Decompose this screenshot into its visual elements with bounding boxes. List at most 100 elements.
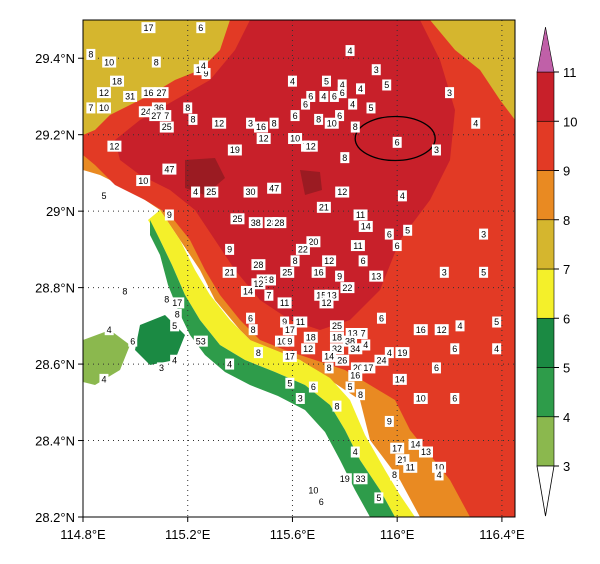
svg-text:12: 12: [321, 298, 331, 308]
svg-text:6: 6: [452, 344, 457, 354]
svg-text:17: 17: [392, 443, 402, 453]
svg-text:8: 8: [88, 50, 93, 60]
station-label: 6: [450, 392, 460, 404]
y-tick-label: 29.4°N: [35, 51, 75, 66]
station-label: 17: [390, 442, 405, 454]
svg-text:17: 17: [172, 298, 182, 308]
svg-text:25: 25: [282, 268, 292, 278]
station-label: 16: [141, 87, 156, 99]
y-tick-label: 28.8°N: [35, 281, 75, 296]
svg-text:5: 5: [101, 191, 106, 201]
station-label: 4: [384, 347, 394, 359]
station-label: 12: [319, 297, 334, 309]
station-label: 6: [431, 362, 441, 374]
contour-maroon-2: [300, 170, 322, 195]
station-label: 8: [390, 469, 400, 481]
station-label: 10: [102, 56, 117, 68]
station-label: 33: [353, 473, 368, 485]
svg-text:12: 12: [324, 256, 334, 266]
svg-text:6: 6: [293, 111, 298, 121]
svg-text:12: 12: [259, 134, 269, 144]
station-label: 4: [350, 446, 360, 458]
svg-text:30: 30: [246, 187, 256, 197]
station-label: 5: [403, 224, 413, 236]
svg-text:28: 28: [267, 218, 277, 228]
colorbar-segment: [536, 71, 555, 122]
svg-text:8: 8: [185, 103, 190, 113]
station-label: 4: [434, 469, 444, 481]
svg-text:5: 5: [494, 317, 499, 327]
svg-text:11: 11: [406, 463, 415, 473]
svg-text:5: 5: [348, 382, 353, 392]
svg-text:12: 12: [109, 141, 119, 151]
svg-text:6: 6: [395, 241, 400, 251]
svg-text:6: 6: [452, 394, 457, 404]
station-label: 12: [107, 140, 122, 152]
svg-text:9: 9: [337, 271, 342, 281]
station-label: 8: [188, 113, 198, 125]
svg-text:6: 6: [319, 497, 324, 507]
station-label: 8: [267, 274, 277, 286]
contour-maroon: [185, 158, 225, 195]
svg-text:53: 53: [196, 336, 206, 346]
station-label: 5: [366, 102, 376, 114]
station-label: 4: [198, 60, 208, 72]
station-label: 6: [337, 87, 347, 99]
svg-text:13: 13: [421, 447, 431, 457]
station-label: 28: [264, 217, 279, 229]
station-label: 4: [397, 190, 407, 202]
svg-text:4: 4: [387, 348, 392, 358]
svg-text:4: 4: [400, 191, 405, 201]
station-label: 14: [240, 285, 255, 297]
station-label: 6: [306, 90, 316, 102]
svg-text:31: 31: [125, 92, 135, 102]
svg-text:14: 14: [395, 375, 405, 385]
station-label: 25: [329, 320, 344, 332]
svg-text:4: 4: [107, 325, 112, 335]
svg-text:38: 38: [345, 336, 355, 346]
svg-text:26: 26: [337, 355, 347, 365]
colorbar-top-arrow: [536, 26, 555, 73]
svg-text:6: 6: [395, 138, 400, 148]
station-label: 17: [282, 324, 297, 336]
colorbar-label: 6: [563, 311, 570, 326]
station-label: 8: [314, 113, 324, 125]
svg-text:3: 3: [374, 65, 379, 75]
plot-frame: [82, 19, 516, 518]
svg-text:47: 47: [269, 183, 279, 193]
svg-text:12: 12: [253, 279, 263, 289]
svg-text:28: 28: [253, 260, 263, 270]
station-label: 3: [439, 266, 449, 278]
station-label: 9: [384, 415, 394, 427]
station-label: 16: [254, 121, 269, 133]
station-label: 8: [350, 121, 360, 133]
station-label: 18: [329, 331, 344, 343]
station-label: 6: [316, 496, 326, 508]
svg-text:7: 7: [266, 290, 271, 300]
svg-text:6: 6: [434, 363, 439, 373]
x-tick-label: 116°E: [380, 527, 415, 542]
colorbar-segment: [536, 367, 555, 418]
svg-text:17: 17: [285, 325, 295, 335]
station-label: 9: [285, 335, 295, 347]
station-label: 21: [222, 266, 237, 278]
svg-text:5: 5: [324, 76, 329, 86]
station-label: 1: [193, 64, 203, 76]
station-label: 38: [343, 335, 358, 347]
svg-text:10: 10: [327, 118, 337, 128]
svg-text:4: 4: [172, 355, 177, 365]
svg-text:4: 4: [227, 359, 232, 369]
svg-text:7: 7: [88, 103, 93, 113]
station-label: 16: [311, 266, 326, 278]
station-label: 27: [149, 110, 164, 122]
svg-text:25: 25: [162, 122, 172, 132]
svg-text:13: 13: [327, 290, 337, 300]
svg-text:5: 5: [172, 321, 177, 331]
station-label: 10: [136, 175, 151, 187]
svg-text:8: 8: [342, 153, 347, 163]
svg-text:9: 9: [287, 336, 292, 346]
svg-text:1: 1: [196, 65, 201, 75]
longitude-axis: 114.8°E 115.2°E 115.6°E 116°E 116.4°E: [60, 517, 525, 542]
svg-text:4: 4: [358, 84, 363, 94]
svg-text:8: 8: [272, 118, 277, 128]
